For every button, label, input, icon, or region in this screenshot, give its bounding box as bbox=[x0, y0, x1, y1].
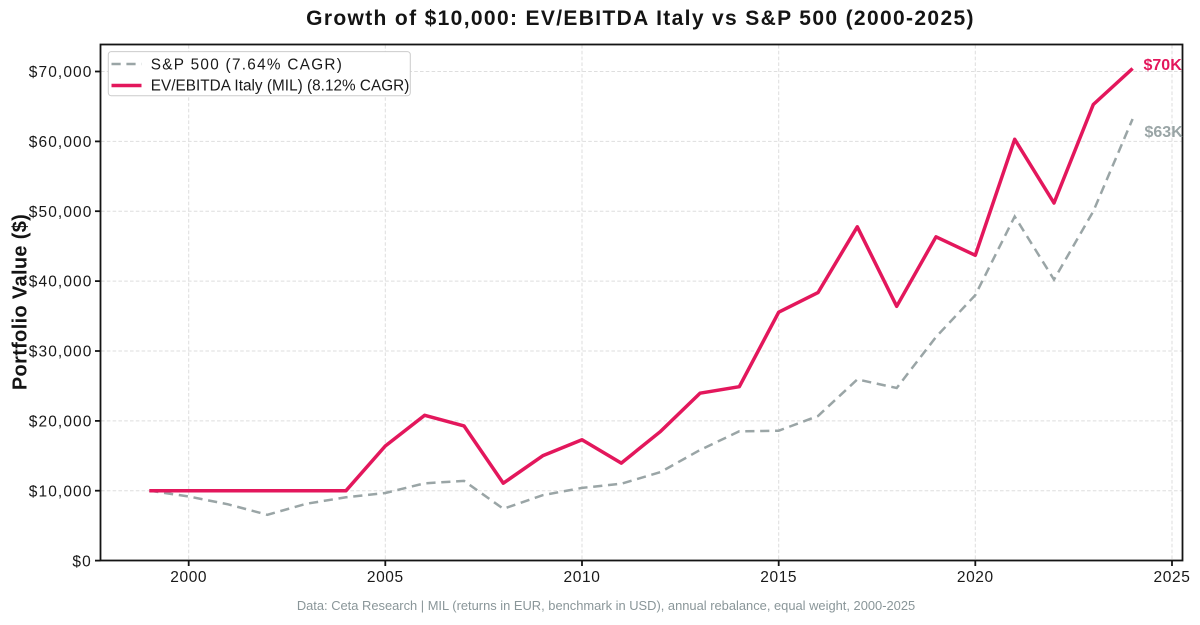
svg-text:Growth of $10,000: EV/EBITDA I: Growth of $10,000: EV/EBITDA Italy vs S&… bbox=[306, 7, 975, 30]
svg-text:Data: Ceta Research | MIL (ret: Data: Ceta Research | MIL (returns in EU… bbox=[297, 598, 915, 613]
svg-text:EV/EBITDA Italy (MIL) (8.12% C: EV/EBITDA Italy (MIL) (8.12% CAGR) bbox=[151, 77, 410, 94]
svg-text:2000: 2000 bbox=[170, 569, 207, 586]
svg-text:2025: 2025 bbox=[1154, 569, 1191, 586]
svg-text:$20,000: $20,000 bbox=[29, 414, 93, 431]
svg-text:$70K: $70K bbox=[1144, 57, 1183, 74]
svg-text:2010: 2010 bbox=[564, 569, 601, 586]
svg-text:$40,000: $40,000 bbox=[29, 274, 93, 291]
svg-text:$70,000: $70,000 bbox=[29, 64, 93, 81]
svg-text:2015: 2015 bbox=[760, 569, 797, 586]
svg-text:$63K: $63K bbox=[1145, 124, 1184, 141]
svg-text:$0: $0 bbox=[72, 553, 91, 570]
svg-text:Portfolio Value ($): Portfolio Value ($) bbox=[10, 214, 32, 390]
svg-text:2020: 2020 bbox=[957, 569, 994, 586]
svg-text:$50,000: $50,000 bbox=[29, 204, 93, 221]
svg-text:$60,000: $60,000 bbox=[29, 134, 93, 151]
svg-text:$10,000: $10,000 bbox=[29, 483, 93, 500]
svg-text:S&P 500 (7.64% CAGR): S&P 500 (7.64% CAGR) bbox=[151, 57, 343, 74]
svg-text:2005: 2005 bbox=[367, 569, 404, 586]
svg-text:$30,000: $30,000 bbox=[29, 344, 93, 361]
